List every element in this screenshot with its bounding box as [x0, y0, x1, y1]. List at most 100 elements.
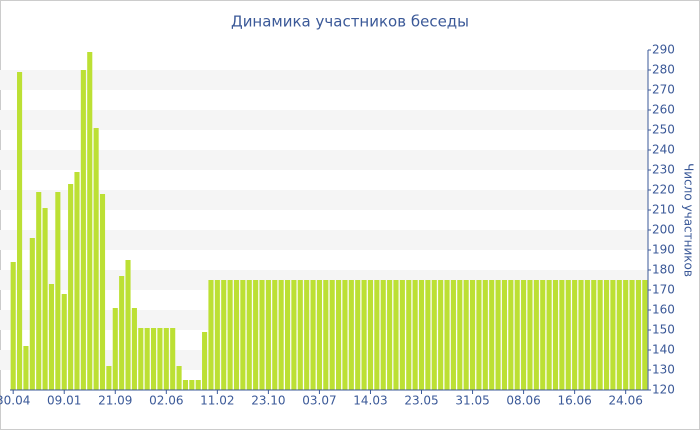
bar: [297, 280, 303, 390]
x-tick-label: 24.06: [608, 394, 642, 408]
grid-stripe: [0, 110, 648, 130]
bar: [68, 184, 74, 390]
bar: [23, 346, 29, 390]
bar: [508, 280, 514, 390]
bar: [540, 280, 546, 390]
x-tick-label: 11.02: [200, 394, 234, 408]
bar: [489, 280, 495, 390]
bar: [163, 328, 169, 390]
bar: [253, 280, 259, 390]
y-tick-label: 250: [652, 123, 675, 137]
y-tick-label: 240: [652, 143, 675, 157]
bar: [527, 280, 533, 390]
bar: [125, 260, 131, 390]
bar: [329, 280, 335, 390]
bar: [259, 280, 265, 390]
bar: [221, 280, 227, 390]
bar: [559, 280, 565, 390]
bar: [603, 280, 610, 390]
bar: [144, 328, 150, 390]
bar: [336, 280, 342, 390]
bar: [367, 280, 374, 390]
x-tick-label: 08.06: [506, 394, 540, 408]
bar: [635, 280, 641, 390]
bar: [272, 280, 278, 390]
y-tick-label: 130: [652, 363, 675, 377]
bar: [227, 280, 233, 390]
bar: [99, 194, 106, 390]
x-tick-label: 23.05: [404, 394, 438, 408]
y-axis-title: Число участников: [682, 163, 696, 277]
bar: [87, 52, 93, 390]
bar: [572, 280, 578, 390]
y-tick-label: 170: [652, 283, 675, 297]
bar: [623, 280, 629, 390]
bar: [131, 308, 137, 390]
bar: [233, 280, 240, 390]
bar: [642, 280, 648, 390]
bar: [476, 280, 482, 390]
y-tick-label: 210: [652, 203, 675, 217]
y-tick-label: 280: [652, 63, 675, 77]
bar: [80, 70, 86, 390]
bar: [418, 280, 425, 390]
y-tick-label: 200: [652, 223, 675, 237]
bar: [578, 280, 584, 390]
grid-stripe: [0, 190, 648, 210]
bar: [361, 280, 367, 390]
y-tick-label: 180: [652, 263, 675, 277]
chart-title: Динамика участников беседы: [231, 13, 469, 31]
bar: [189, 380, 195, 390]
bar: [278, 280, 284, 390]
bar: [591, 280, 597, 390]
x-tick-label: 21.09: [98, 394, 132, 408]
bar: [291, 280, 297, 390]
x-tick-label: 16.06: [557, 394, 591, 408]
bar: [457, 280, 463, 390]
bar: [546, 280, 552, 390]
y-tick-label: 140: [652, 343, 675, 357]
bar: [463, 280, 469, 390]
y-tick-label: 270: [652, 83, 675, 97]
y-tick-label: 290: [652, 43, 675, 57]
bar: [355, 280, 361, 390]
bar: [93, 128, 99, 390]
bar: [284, 280, 291, 390]
bar: [374, 280, 380, 390]
bar: [610, 280, 616, 390]
bar: [597, 280, 603, 390]
bar: [342, 280, 348, 390]
bar: [240, 280, 246, 390]
bar: [48, 284, 55, 390]
y-tick-label: 150: [652, 323, 675, 337]
bar: [431, 280, 437, 390]
grid-stripe: [0, 230, 648, 250]
bar: [61, 294, 67, 390]
grid-stripe: [0, 150, 648, 170]
x-tick-label: 31.05: [455, 394, 489, 408]
bar: [629, 280, 635, 390]
bar: [438, 280, 444, 390]
x-tick-label: 23.10: [251, 394, 285, 408]
bar: [29, 238, 35, 390]
bar: [55, 192, 61, 390]
x-tick-label: 09.01: [47, 394, 81, 408]
bar: [138, 328, 144, 390]
bar: [195, 380, 201, 390]
bar: [214, 280, 220, 390]
bar: [425, 280, 431, 390]
bar: [17, 72, 23, 390]
y-tick-label: 230: [652, 163, 675, 177]
bar: [36, 192, 42, 390]
bar: [387, 280, 393, 390]
bar: [521, 280, 527, 390]
grid-stripe: [0, 70, 648, 90]
x-tick-label: 14.03: [353, 394, 387, 408]
bar: [514, 280, 520, 390]
bar: [533, 280, 539, 390]
x-tick-label: 02.06: [149, 394, 183, 408]
y-tick-label: 160: [652, 303, 675, 317]
bar: [399, 280, 405, 390]
